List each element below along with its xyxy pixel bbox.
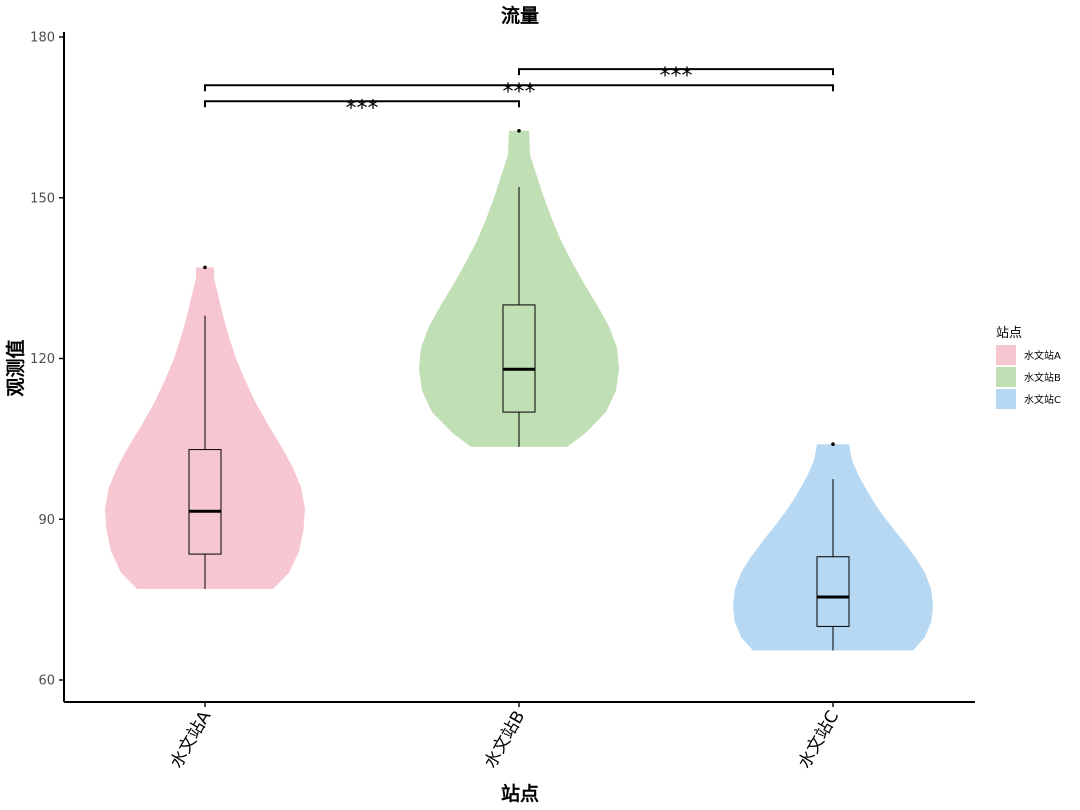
legend-key bbox=[996, 389, 1016, 409]
legend-key bbox=[996, 367, 1016, 387]
outlier-point bbox=[203, 265, 207, 270]
chart-title: 流量 bbox=[501, 4, 539, 27]
legend-label: 水文站A bbox=[1024, 349, 1061, 362]
x-tick-label: 水文站C bbox=[795, 708, 844, 772]
legend-label: 水文站C bbox=[1024, 393, 1061, 406]
significance-label: *** bbox=[660, 64, 693, 89]
outlier-point bbox=[517, 128, 521, 133]
x-tick-label: 水文站B bbox=[481, 708, 530, 772]
box-1 bbox=[188, 449, 222, 555]
x-axis-title: 站点 bbox=[501, 782, 539, 805]
significance-bracket bbox=[204, 84, 834, 92]
legend-title: 站点 bbox=[996, 326, 1022, 341]
y-axis-title: 观测值 bbox=[4, 339, 27, 396]
legend-key bbox=[996, 345, 1016, 365]
y-tick-label: 180 bbox=[30, 31, 55, 46]
y-tick-label: 150 bbox=[30, 191, 55, 206]
y-tick-label: 60 bbox=[38, 674, 55, 689]
significance-bracket bbox=[518, 68, 834, 76]
plot-area: 60 90 120 150 180 水文站A 水文站B 水文站C *** *** *** bbox=[30, 31, 975, 772]
box-3 bbox=[816, 556, 850, 627]
x-tick-label: 水文站A bbox=[167, 707, 216, 772]
outlier-point bbox=[831, 442, 835, 447]
y-tick-label: 90 bbox=[38, 513, 55, 528]
legend: 站点 水文站A 水文站B 水文站C bbox=[996, 326, 1061, 409]
significance-label: *** bbox=[346, 96, 379, 121]
significance-bracket bbox=[204, 100, 520, 108]
box-2 bbox=[502, 304, 536, 413]
significance-label: *** bbox=[503, 80, 536, 105]
y-tick-label: 120 bbox=[30, 352, 55, 367]
legend-label: 水文站B bbox=[1024, 371, 1061, 384]
